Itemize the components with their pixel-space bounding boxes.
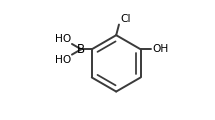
Text: B: B: [77, 43, 85, 56]
Text: HO: HO: [55, 55, 71, 65]
Text: OH: OH: [152, 44, 168, 54]
Text: HO: HO: [55, 33, 71, 44]
Text: Cl: Cl: [120, 14, 130, 24]
